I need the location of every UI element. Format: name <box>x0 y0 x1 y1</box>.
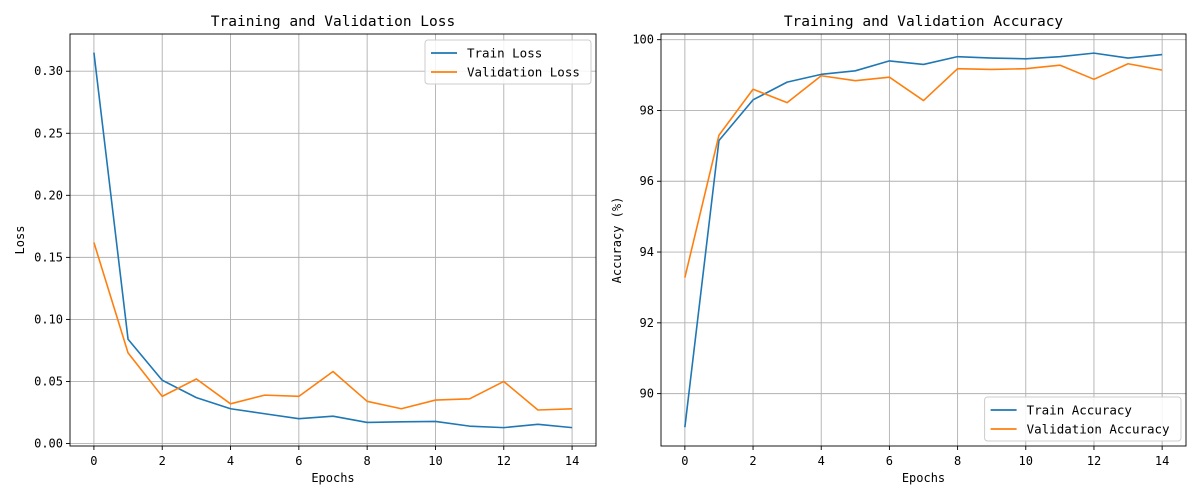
x-tick-label: 0 <box>90 454 97 468</box>
x-tick-label: 8 <box>954 454 961 468</box>
legend-entry: Train Accuracy <box>1027 403 1133 418</box>
x-tick-label: 6 <box>886 454 893 468</box>
plot-frame <box>660 33 1187 447</box>
y-tick-label: 90 <box>640 387 654 401</box>
grid <box>661 34 1186 446</box>
y-tick-label: 0.00 <box>34 437 63 451</box>
y-tick-label: 0.30 <box>34 64 63 78</box>
y-axis-label: Accuracy (%) <box>610 197 624 284</box>
y-tick-label: 0.15 <box>34 250 63 264</box>
y-tick-label: 96 <box>640 174 654 188</box>
x-tick-label: 2 <box>159 454 166 468</box>
x-tick-label: 0 <box>681 454 688 468</box>
y-tick-label: 100 <box>632 33 654 47</box>
y-tick-label: 0.10 <box>34 312 63 326</box>
y-tick-label: 98 <box>640 103 654 117</box>
y-tick-label: 92 <box>640 316 654 330</box>
legend-box <box>424 39 592 85</box>
legend: Train Accuracy Validation Accuracy <box>984 396 1182 442</box>
x-tick-label: 8 <box>364 454 371 468</box>
series-line-train-accuracy <box>684 52 1163 428</box>
y-tick-label: 0.25 <box>34 126 63 140</box>
loss-chart: 0 2 4 6 8 10 12 14 0.00 0.05 0.10 0.15 0.20 0.25 0.30 T… <box>13 14 597 485</box>
x-tick-label: 14 <box>1155 454 1169 468</box>
legend-entry: Validation Loss <box>467 65 580 80</box>
x-axis-label: Epochs <box>311 471 354 485</box>
series-line-validation-accuracy <box>684 62 1163 278</box>
chart-title: Training and Validation Accuracy <box>784 14 1064 30</box>
x-tick-label: 14 <box>565 454 579 468</box>
x-tick-label: 12 <box>1087 454 1101 468</box>
x-axis-label: Epochs <box>902 471 945 485</box>
y-tick-label: 0.05 <box>34 374 63 388</box>
x-tick-label: 12 <box>497 454 511 468</box>
legend-entry: Validation Accuracy <box>1027 422 1170 437</box>
x-tick-label: 6 <box>295 454 302 468</box>
x-tick-label: 4 <box>227 454 234 468</box>
legend: Train Loss Validation Loss <box>424 39 592 85</box>
y-axis-label: Loss <box>13 226 27 255</box>
legend-entry: Train Loss <box>467 46 542 61</box>
x-tick-label: 4 <box>818 454 825 468</box>
y-tick-label: 94 <box>640 245 654 259</box>
legend-box <box>984 396 1182 442</box>
x-tick-label: 10 <box>428 454 442 468</box>
accuracy-chart: 0 2 4 6 8 10 12 14 90 92 94 96 98 100 Training and Val… <box>610 14 1187 485</box>
x-tick-label: 10 <box>1019 454 1033 468</box>
plot-frame <box>69 33 597 447</box>
series-line-train-loss <box>93 52 573 429</box>
y-tick-label: 0.20 <box>34 188 63 202</box>
series-line-validation-loss <box>93 242 573 411</box>
grid <box>70 34 596 446</box>
chart-title: Training and Validation Loss <box>211 14 455 30</box>
x-tick-label: 2 <box>749 454 756 468</box>
